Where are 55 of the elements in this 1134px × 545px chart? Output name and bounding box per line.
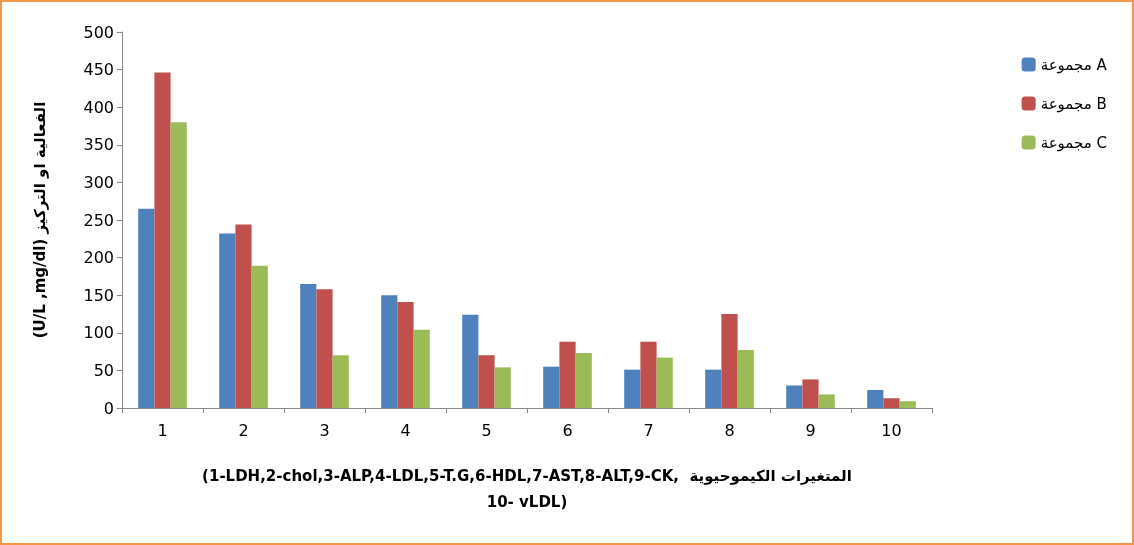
x-tick-label: 10 bbox=[881, 420, 902, 440]
bar bbox=[170, 122, 187, 408]
bar bbox=[802, 379, 819, 408]
bar bbox=[154, 72, 171, 408]
bar bbox=[138, 208, 155, 408]
bar bbox=[381, 295, 398, 408]
y-tick-label: 150 bbox=[83, 285, 114, 305]
bar bbox=[899, 401, 916, 408]
bar bbox=[235, 224, 252, 408]
bar bbox=[316, 289, 333, 408]
y-axis-title: (U/L ,mg/dl) الفعالية او التركيز bbox=[30, 101, 49, 339]
bar bbox=[478, 355, 495, 408]
bar bbox=[219, 233, 236, 408]
y-tick-label: 100 bbox=[83, 323, 114, 343]
bar bbox=[494, 367, 511, 408]
x-tick-label: 2 bbox=[238, 420, 249, 440]
bar bbox=[818, 394, 835, 408]
bar bbox=[413, 329, 430, 408]
bar bbox=[640, 341, 657, 408]
y-tick-label: 300 bbox=[83, 172, 114, 192]
bar bbox=[559, 341, 576, 408]
y-tick-label: 200 bbox=[83, 248, 114, 268]
y-tick-label: 450 bbox=[83, 60, 114, 80]
bar bbox=[867, 389, 884, 408]
x-tick-label: 9 bbox=[805, 420, 816, 440]
x-tick-label: 7 bbox=[643, 420, 654, 440]
x-tick-label: 3 bbox=[319, 420, 330, 440]
y-tick-label: 0 bbox=[103, 398, 114, 418]
x-tick-label: 1 bbox=[157, 420, 168, 440]
x-tick-label: 8 bbox=[724, 420, 735, 440]
y-tick-label: 350 bbox=[83, 135, 114, 155]
bar bbox=[721, 314, 738, 408]
bar bbox=[462, 314, 479, 408]
bar bbox=[656, 357, 673, 408]
y-tick-label: 250 bbox=[83, 210, 114, 230]
bar bbox=[786, 385, 803, 408]
bar bbox=[397, 301, 414, 408]
bar bbox=[705, 369, 722, 408]
legend-label: مجموعة C bbox=[1040, 133, 1108, 152]
bar bbox=[251, 265, 268, 408]
x-tick-label: 5 bbox=[481, 420, 492, 440]
y-tick-label: 500 bbox=[83, 22, 114, 42]
bar bbox=[300, 283, 317, 408]
bar bbox=[737, 350, 754, 408]
bar bbox=[624, 369, 641, 408]
legend-label: مجموعة A bbox=[1040, 55, 1108, 74]
legend-label: مجموعة B bbox=[1040, 94, 1107, 113]
x-tick-label: 6 bbox=[562, 420, 573, 440]
x-tick-label: 4 bbox=[400, 420, 411, 440]
bar bbox=[883, 398, 900, 408]
bar bbox=[332, 355, 349, 408]
bar bbox=[575, 353, 592, 408]
bar bbox=[543, 366, 560, 408]
y-tick-label: 400 bbox=[83, 97, 114, 117]
y-tick-label: 50 bbox=[93, 360, 114, 380]
